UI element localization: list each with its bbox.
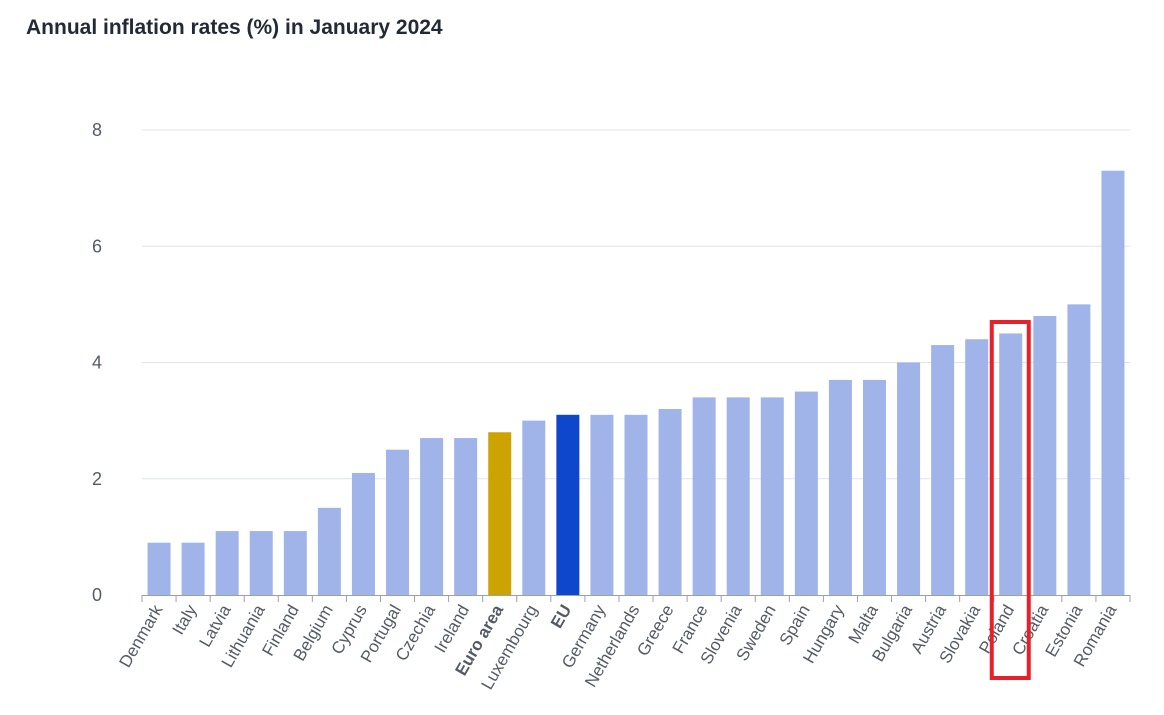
bar-luxembourg <box>522 420 546 595</box>
highlight-overlay <box>989 320 1031 680</box>
y-axis-ticks: 0 2 4 6 8 <box>92 120 102 605</box>
bar-bulgaria <box>897 362 921 595</box>
bar-spain <box>794 391 818 595</box>
y-tick-label: 4 <box>92 353 102 373</box>
bar-croatia <box>1033 316 1057 595</box>
y-tick-label: 6 <box>92 236 102 256</box>
x-axis-labels: Denmark ItalyLatviaLithuaniaFinlandBelgiu… <box>116 601 1121 693</box>
bar-eu <box>556 414 580 595</box>
bar-austria <box>931 345 955 595</box>
bar-euro-area <box>488 432 512 595</box>
bar-denmark <box>147 542 171 595</box>
highlight-box-poland <box>989 320 1031 680</box>
chart-title: Annual inflation rates (%) in January 20… <box>26 16 443 39</box>
bar-malta <box>862 379 886 595</box>
bar-belgium <box>317 507 341 595</box>
bar-romania <box>1101 170 1125 595</box>
bar-germany <box>590 414 614 595</box>
bar-france <box>692 397 716 595</box>
bar-italy <box>181 542 205 595</box>
y-tick-label: 0 <box>92 585 102 605</box>
bar-slovenia <box>726 397 750 595</box>
bar-sweden <box>760 397 784 595</box>
bar-ireland <box>454 438 478 595</box>
bar-netherlands <box>624 414 648 595</box>
bar-latvia <box>215 531 239 595</box>
bar-slovakia <box>965 339 989 595</box>
bar-lithuania <box>249 531 273 595</box>
y-tick-label: 8 <box>92 120 102 140</box>
bars <box>147 170 1125 595</box>
bar-estonia <box>1067 304 1091 595</box>
bar-poland <box>999 333 1023 595</box>
bar-cyprus <box>351 472 375 595</box>
x-tick-label-italy: Italy <box>169 601 201 638</box>
x-tick-label-denmark: Denmark <box>116 601 167 671</box>
bar-greece <box>658 409 682 595</box>
x-axis <box>141 595 1131 602</box>
y-tick-label: 2 <box>92 469 102 489</box>
bar-hungary <box>828 379 852 595</box>
bar-finland <box>283 531 307 595</box>
bar-czechia <box>420 438 444 595</box>
x-tick-label-eu: EU <box>547 602 575 632</box>
bar-portugal <box>386 449 410 595</box>
